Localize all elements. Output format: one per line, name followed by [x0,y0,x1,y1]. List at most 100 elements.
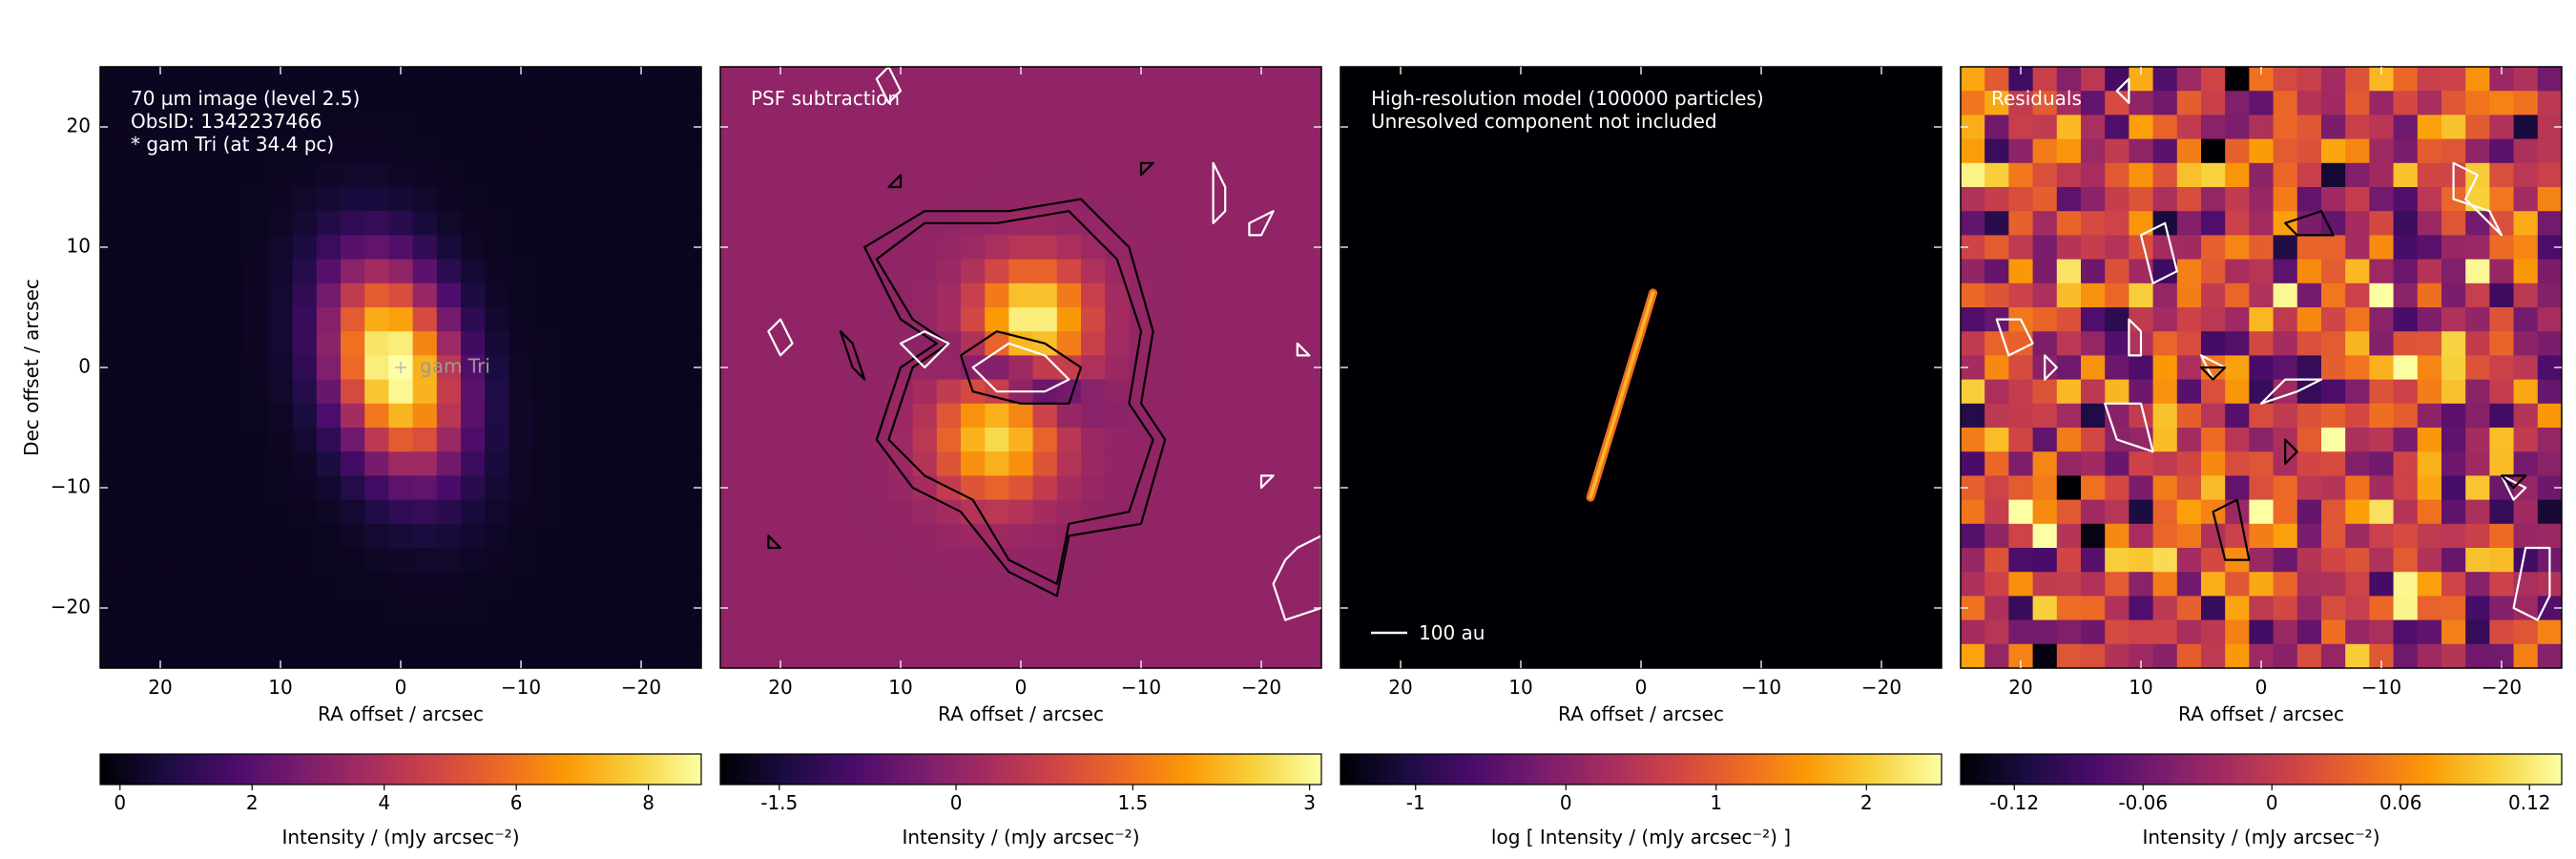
image-pixel [364,643,389,668]
image-pixel [2417,403,2442,429]
image-pixel [1249,211,1275,236]
image-pixel [220,259,245,284]
image-pixel [388,115,414,140]
image-pixel [985,138,1009,164]
image-pixel [2105,138,2129,164]
image-pixel [2081,235,2106,261]
image-pixel [629,475,654,501]
image-pixel [1032,499,1058,525]
image-pixel [172,499,197,525]
image-pixel [2032,403,2058,429]
image-pixel [985,259,1009,284]
image-pixel [985,619,1009,645]
image-pixel [1225,548,1250,573]
image-pixel [124,548,149,573]
image-pixel [2056,259,2082,284]
image-pixel [2176,499,2202,525]
image-pixel [2201,283,2226,308]
image-pixel [2345,331,2370,356]
image-pixel [581,523,606,549]
image-pixel [792,138,818,164]
image-pixel [2056,115,2082,140]
image-pixel [2537,162,2562,188]
image-pixel [2129,307,2154,332]
image-pixel [816,138,841,164]
image-pixel [1153,379,1178,405]
image-pixel [509,307,534,332]
image-pixel [2056,162,2082,188]
image-pixel [244,475,269,501]
image-pixel [1297,259,1321,284]
image-pixel [244,572,269,597]
image-pixel [720,283,745,308]
image-pixel [629,499,654,525]
image-pixel [2201,403,2226,429]
colorbar-tick-label: 2 [246,791,259,814]
image-pixel [2032,475,2058,501]
image-pixel [1201,67,1226,92]
image-pixel [2321,235,2346,261]
image-pixel [1273,355,1298,381]
image-pixel [1008,499,1034,525]
colorbar-label: Intensity / (mJy arcsec⁻²) [2142,826,2379,849]
white-contour [2104,402,2154,453]
image-pixel [436,91,462,115]
image-pixel [653,307,678,332]
image-pixel [2513,259,2539,284]
image-pixel [2081,499,2106,525]
image-pixel [341,331,365,356]
image-pixel [629,138,654,164]
image-pixel [292,643,318,668]
image-pixel [485,259,509,284]
image-pixel [1056,499,1082,525]
black-contour [2500,474,2527,490]
image-pixel [2393,451,2419,476]
image-pixel [961,67,986,92]
image-pixel [1225,211,1250,236]
image-pixel [2176,67,2202,92]
image-pixel [629,572,654,597]
image-pixel [196,403,221,429]
image-pixel [485,283,509,308]
image-pixel [268,548,294,573]
image-pixel [2513,499,2539,525]
image-pixel [341,428,365,452]
image-pixel [244,596,269,621]
image-pixel [1105,475,1130,501]
image-pixel [316,91,342,115]
image-pixel [196,475,221,501]
image-pixel [2081,187,2106,212]
image-pixel [2056,451,2082,476]
colorbar-tick-label: 3 [1303,791,1316,814]
image-pixel [816,451,841,476]
image-pixel [1008,91,1034,115]
image-pixel [244,619,269,645]
image-pixel [2465,138,2490,164]
image-pixel [985,596,1009,621]
image-pixel [653,523,678,549]
image-pixel [341,548,365,573]
image-pixel [720,307,745,332]
image-pixel [2032,187,2058,212]
image-pixel [2345,259,2370,284]
image-pixel [1984,596,2009,621]
image-pixel [485,67,509,92]
image-pixel [436,187,462,212]
image-pixel [2465,307,2490,332]
image-pixel [1056,91,1082,115]
image-pixel [2513,355,2539,381]
image-pixel [1961,523,1985,549]
image-pixel [2345,548,2370,573]
image-pixel [841,115,865,140]
image-pixel [936,355,962,381]
image-pixel [292,91,318,115]
image-pixel [485,235,509,261]
image-pixel [1225,307,1250,332]
image-pixel [292,475,318,501]
image-pixel [436,259,462,284]
image-pixel [720,67,745,92]
image-pixel [2513,67,2539,92]
image-pixel [2273,91,2298,115]
image-pixel [2225,596,2250,621]
image-pixel [2201,115,2226,140]
